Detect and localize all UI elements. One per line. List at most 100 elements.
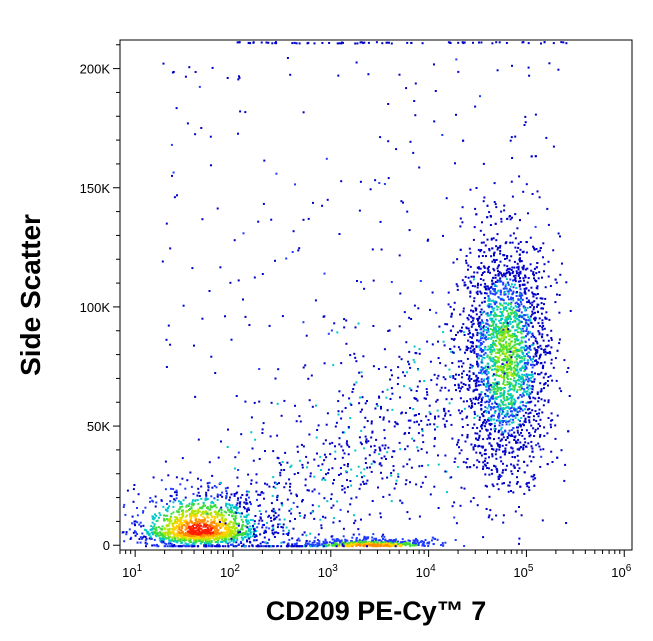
event-dot — [222, 532, 225, 535]
event-dot — [426, 340, 429, 343]
event-dot — [197, 477, 199, 480]
event-dot — [506, 412, 509, 415]
event-dot — [462, 307, 465, 310]
event-dot — [525, 326, 528, 329]
event-dot — [480, 274, 483, 276]
event-dot — [171, 532, 174, 535]
event-dot — [354, 543, 357, 546]
event-dot — [533, 347, 536, 350]
event-dot — [506, 376, 509, 379]
event-dot — [469, 188, 472, 191]
event-dot — [183, 519, 186, 522]
event-dot — [404, 411, 407, 414]
event-dot — [382, 543, 385, 546]
event-dot — [214, 545, 216, 548]
event-dot — [508, 288, 511, 291]
event-dot — [409, 419, 412, 422]
event-dot — [525, 287, 528, 290]
event-dot — [214, 513, 217, 516]
event-dot — [209, 543, 211, 545]
event-dot — [193, 543, 196, 546]
event-dot — [517, 331, 519, 334]
event-dot — [196, 511, 199, 514]
event-dot — [349, 480, 352, 482]
event-dot — [139, 521, 142, 524]
event-dot — [217, 534, 220, 537]
event-dot — [516, 325, 519, 328]
event-dot — [536, 413, 538, 415]
event-dot — [482, 536, 485, 539]
event-dot — [407, 419, 410, 422]
event-dot — [301, 463, 304, 466]
event-dot — [507, 270, 510, 273]
event-dot — [383, 447, 386, 450]
event-dot — [487, 434, 490, 437]
event-dot — [486, 355, 489, 358]
event-dot — [510, 470, 513, 473]
event-dot — [288, 509, 291, 512]
event-dot — [520, 385, 523, 388]
event-dot — [502, 469, 504, 472]
event-dot — [515, 270, 518, 273]
event-dot — [494, 430, 496, 433]
event-dot — [492, 258, 495, 261]
event-dot — [509, 407, 511, 410]
event-dot — [479, 283, 482, 286]
event-dot — [483, 329, 486, 331]
event-dot — [517, 363, 520, 366]
event-dot — [486, 395, 489, 397]
event-dot — [403, 311, 406, 314]
event-dot — [476, 286, 479, 289]
event-dot — [513, 338, 516, 341]
event-dot — [496, 281, 499, 283]
event-dot — [539, 249, 542, 252]
event-dot — [550, 346, 553, 349]
event-dot — [510, 350, 513, 353]
event-dot — [390, 500, 393, 503]
event-dot — [399, 396, 401, 399]
event-dot — [133, 530, 136, 533]
event-dot — [413, 421, 416, 424]
event-dot — [488, 404, 491, 407]
event-dot — [513, 335, 516, 338]
event-dot — [518, 433, 521, 436]
event-dot — [421, 540, 424, 543]
event-dot — [495, 448, 498, 451]
event-dot — [253, 533, 255, 536]
event-dot — [510, 388, 513, 391]
event-dot — [191, 503, 194, 506]
event-dot — [344, 545, 347, 548]
event-dot — [272, 533, 275, 536]
event-dot — [400, 544, 403, 547]
event-dot — [519, 327, 522, 330]
event-dot — [272, 524, 275, 527]
event-dot — [210, 541, 213, 544]
event-dot — [172, 522, 175, 525]
event-dot — [504, 358, 507, 360]
event-dot — [456, 258, 459, 261]
event-dot — [234, 530, 237, 533]
event-dot — [544, 286, 547, 289]
event-dot — [507, 313, 510, 316]
event-dot — [452, 376, 455, 379]
event-dot — [477, 398, 480, 401]
event-dot — [231, 535, 234, 538]
event-dot — [218, 538, 221, 540]
event-dot — [533, 277, 535, 280]
event-dot — [508, 259, 511, 262]
event-dot — [508, 344, 511, 347]
event-dot — [531, 301, 534, 304]
event-dot — [509, 414, 512, 417]
event-dot — [236, 476, 239, 479]
event-dot — [151, 544, 154, 547]
event-dot — [188, 536, 191, 539]
event-dot — [546, 351, 549, 354]
event-dot — [495, 325, 498, 328]
event-dot — [413, 439, 416, 442]
event-dot — [509, 385, 512, 387]
event-dot — [272, 545, 275, 548]
event-dot — [255, 481, 258, 484]
event-dot — [512, 350, 515, 353]
event-dot — [484, 473, 487, 476]
event-dot — [213, 520, 216, 523]
